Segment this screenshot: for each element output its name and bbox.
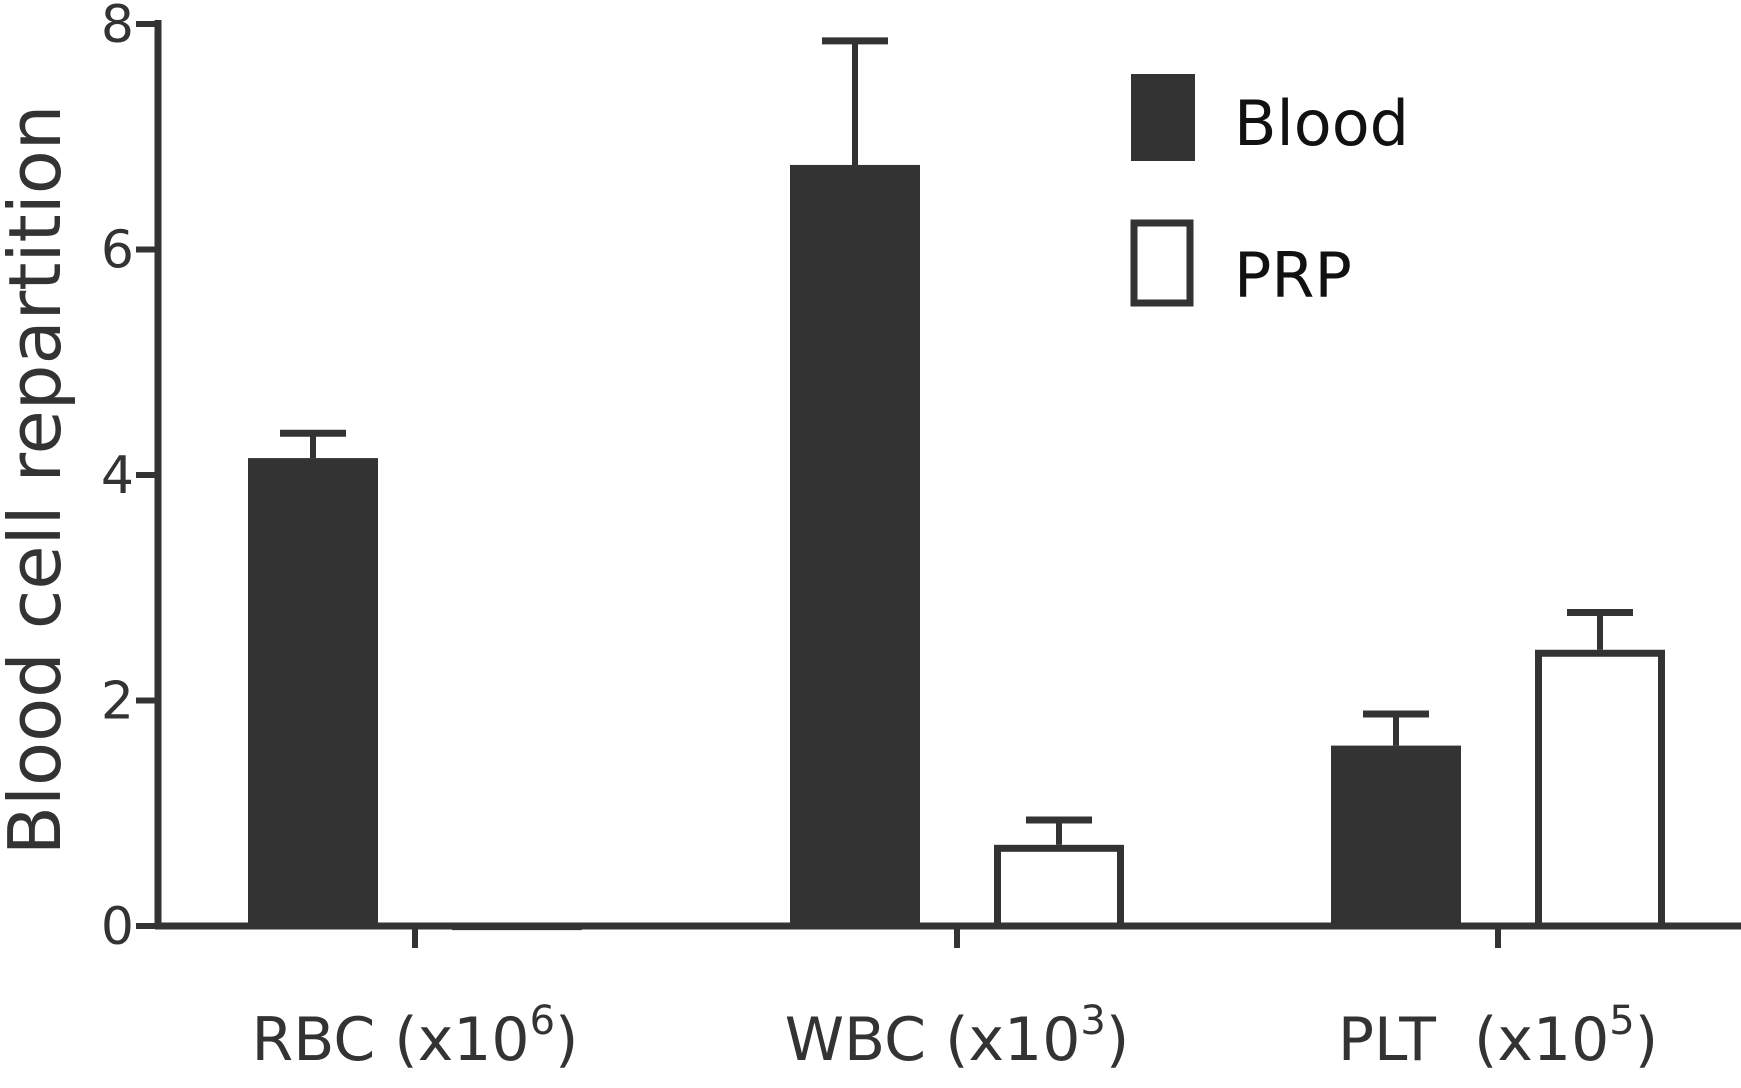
y-tick-label-0: 0 — [101, 897, 134, 957]
bar-blood-1 — [790, 164, 920, 926]
y-axis-title: Blood cell repartition — [0, 105, 77, 856]
bar-prp-2 — [1535, 649, 1665, 930]
x-tick-label-1: WBC (x103) — [785, 998, 1130, 1075]
y-tick-label-2: 2 — [101, 672, 134, 732]
legend-label-prp: PRP — [1234, 239, 1352, 312]
y-tick-label-6: 6 — [101, 221, 134, 281]
legend-label-blood: Blood — [1234, 87, 1409, 160]
y-tick-label-8: 8 — [101, 0, 134, 55]
x-tick-label-0: RBC (x106) — [252, 998, 579, 1075]
y-axis: 0 2 4 6 8 — [101, 0, 162, 957]
bar-blood-0 — [248, 458, 378, 926]
bar-blood-2 — [1331, 745, 1461, 926]
bars — [248, 37, 1665, 931]
x-tick-label-2: PLT (x105) — [1338, 998, 1658, 1075]
legend-swatch-blood — [1131, 74, 1195, 161]
x-axis: RBC (x106) WBC (x103) PLT (x105) — [155, 922, 1741, 1075]
bar-prp-0 — [452, 922, 582, 931]
y-tick-label-4: 4 — [101, 446, 134, 506]
bar-prp-1 — [994, 844, 1124, 930]
legend-swatch-prp — [1130, 219, 1194, 307]
legend: Blood PRP — [1130, 74, 1409, 312]
